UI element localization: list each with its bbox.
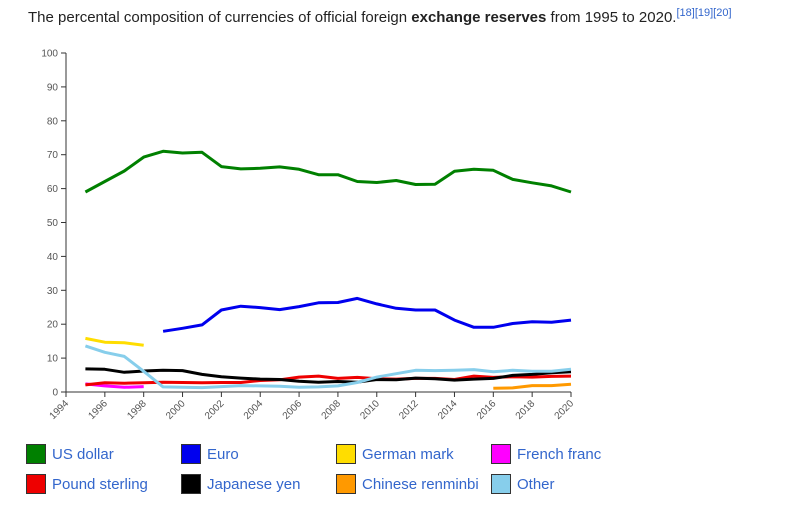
- x-tick-label: 2008: [320, 398, 344, 422]
- x-tick-label: 2000: [164, 398, 188, 422]
- x-tick-label: 1996: [86, 398, 110, 422]
- x-tick-label: 2014: [436, 398, 460, 422]
- x-tick-label: 2006: [281, 398, 305, 422]
- title-bold-text: exchange reserves: [411, 9, 547, 26]
- legend-item-euro[interactable]: Euro: [181, 442, 239, 466]
- series-line-japanese-yen: [85, 367, 572, 384]
- chart-series: [84, 149, 572, 390]
- y-tick-label: 10: [47, 354, 59, 365]
- legend-label: Chinese renminbi: [362, 475, 479, 493]
- x-tick-label: 2010: [358, 398, 382, 422]
- legend-label: Euro: [207, 445, 239, 463]
- x-tick-label: 2002: [203, 398, 227, 422]
- legend-swatch: [181, 444, 201, 464]
- line-chart: 0 10 20 30 40 50 60 70 80 90 100 1994 1996 1998 2000 20…: [41, 49, 576, 422]
- series-line-chinese-renminbi: [493, 382, 572, 390]
- legend-swatch: [181, 474, 201, 494]
- chart-axes: 0 10 20 30 40 50 60 70 80 90 100 1994 1996 1998 2000 20…: [41, 49, 576, 422]
- legend-label: US dollar: [52, 445, 114, 463]
- series-line-german-mark: [85, 336, 144, 347]
- x-tick-label: 1994: [48, 398, 72, 422]
- x-tick-label: 1998: [125, 398, 149, 422]
- legend-swatch: [26, 444, 46, 464]
- reference-links[interactable]: [18][19][20]: [676, 7, 732, 19]
- y-tick-label: 90: [47, 82, 59, 93]
- title-text-end: from 1995 to 2020.: [546, 9, 677, 26]
- legend-swatch: [491, 444, 511, 464]
- x-tick-label: 2016: [475, 398, 499, 422]
- legend-swatch: [336, 474, 356, 494]
- legend-label: Japanese yen: [207, 475, 301, 493]
- y-tick-label: 60: [47, 184, 59, 195]
- legend-item-german-mark[interactable]: German mark: [336, 442, 454, 466]
- legend-item-chinese-renminbi[interactable]: Chinese renminbi: [336, 472, 479, 496]
- legend-swatch: [336, 444, 356, 464]
- y-tick-label: 0: [52, 388, 58, 399]
- y-tick-label: 80: [47, 116, 59, 127]
- chart-title: The percental composition of currencies …: [28, 7, 732, 27]
- x-tick-label: 2012: [397, 398, 421, 422]
- y-tick-label: 40: [47, 252, 59, 263]
- legend-label: Pound sterling: [52, 475, 148, 493]
- legend-label: Other: [517, 475, 555, 493]
- y-tick-label: 100: [41, 49, 58, 60]
- y-tick-label: 20: [47, 320, 59, 331]
- legend-swatch: [491, 474, 511, 494]
- legend-label: French franc: [517, 445, 602, 463]
- legend-label: German mark: [362, 445, 454, 463]
- title-text: The percental composition of currencies …: [28, 9, 412, 26]
- legend-item-other[interactable]: Other: [491, 472, 555, 496]
- legend-item-french-franc[interactable]: French franc: [491, 442, 601, 466]
- series-line-euro: [162, 296, 572, 333]
- x-tick-label: 2020: [553, 398, 577, 422]
- x-tick-label: 2004: [242, 398, 266, 422]
- x-tick-label: 2018: [514, 398, 538, 422]
- series-line-us-dollar: [84, 149, 572, 194]
- series-line-other: [84, 344, 572, 390]
- y-tick-label: 70: [47, 150, 59, 161]
- y-tick-label: 30: [47, 286, 59, 297]
- y-tick-label: 50: [47, 218, 59, 229]
- legend-item-us-dollar[interactable]: US dollar: [26, 442, 114, 466]
- legend-swatch: [26, 474, 46, 494]
- legend-item-japanese-yen[interactable]: Japanese yen: [181, 472, 300, 496]
- legend-item-pound-sterling[interactable]: Pound sterling: [26, 472, 148, 496]
